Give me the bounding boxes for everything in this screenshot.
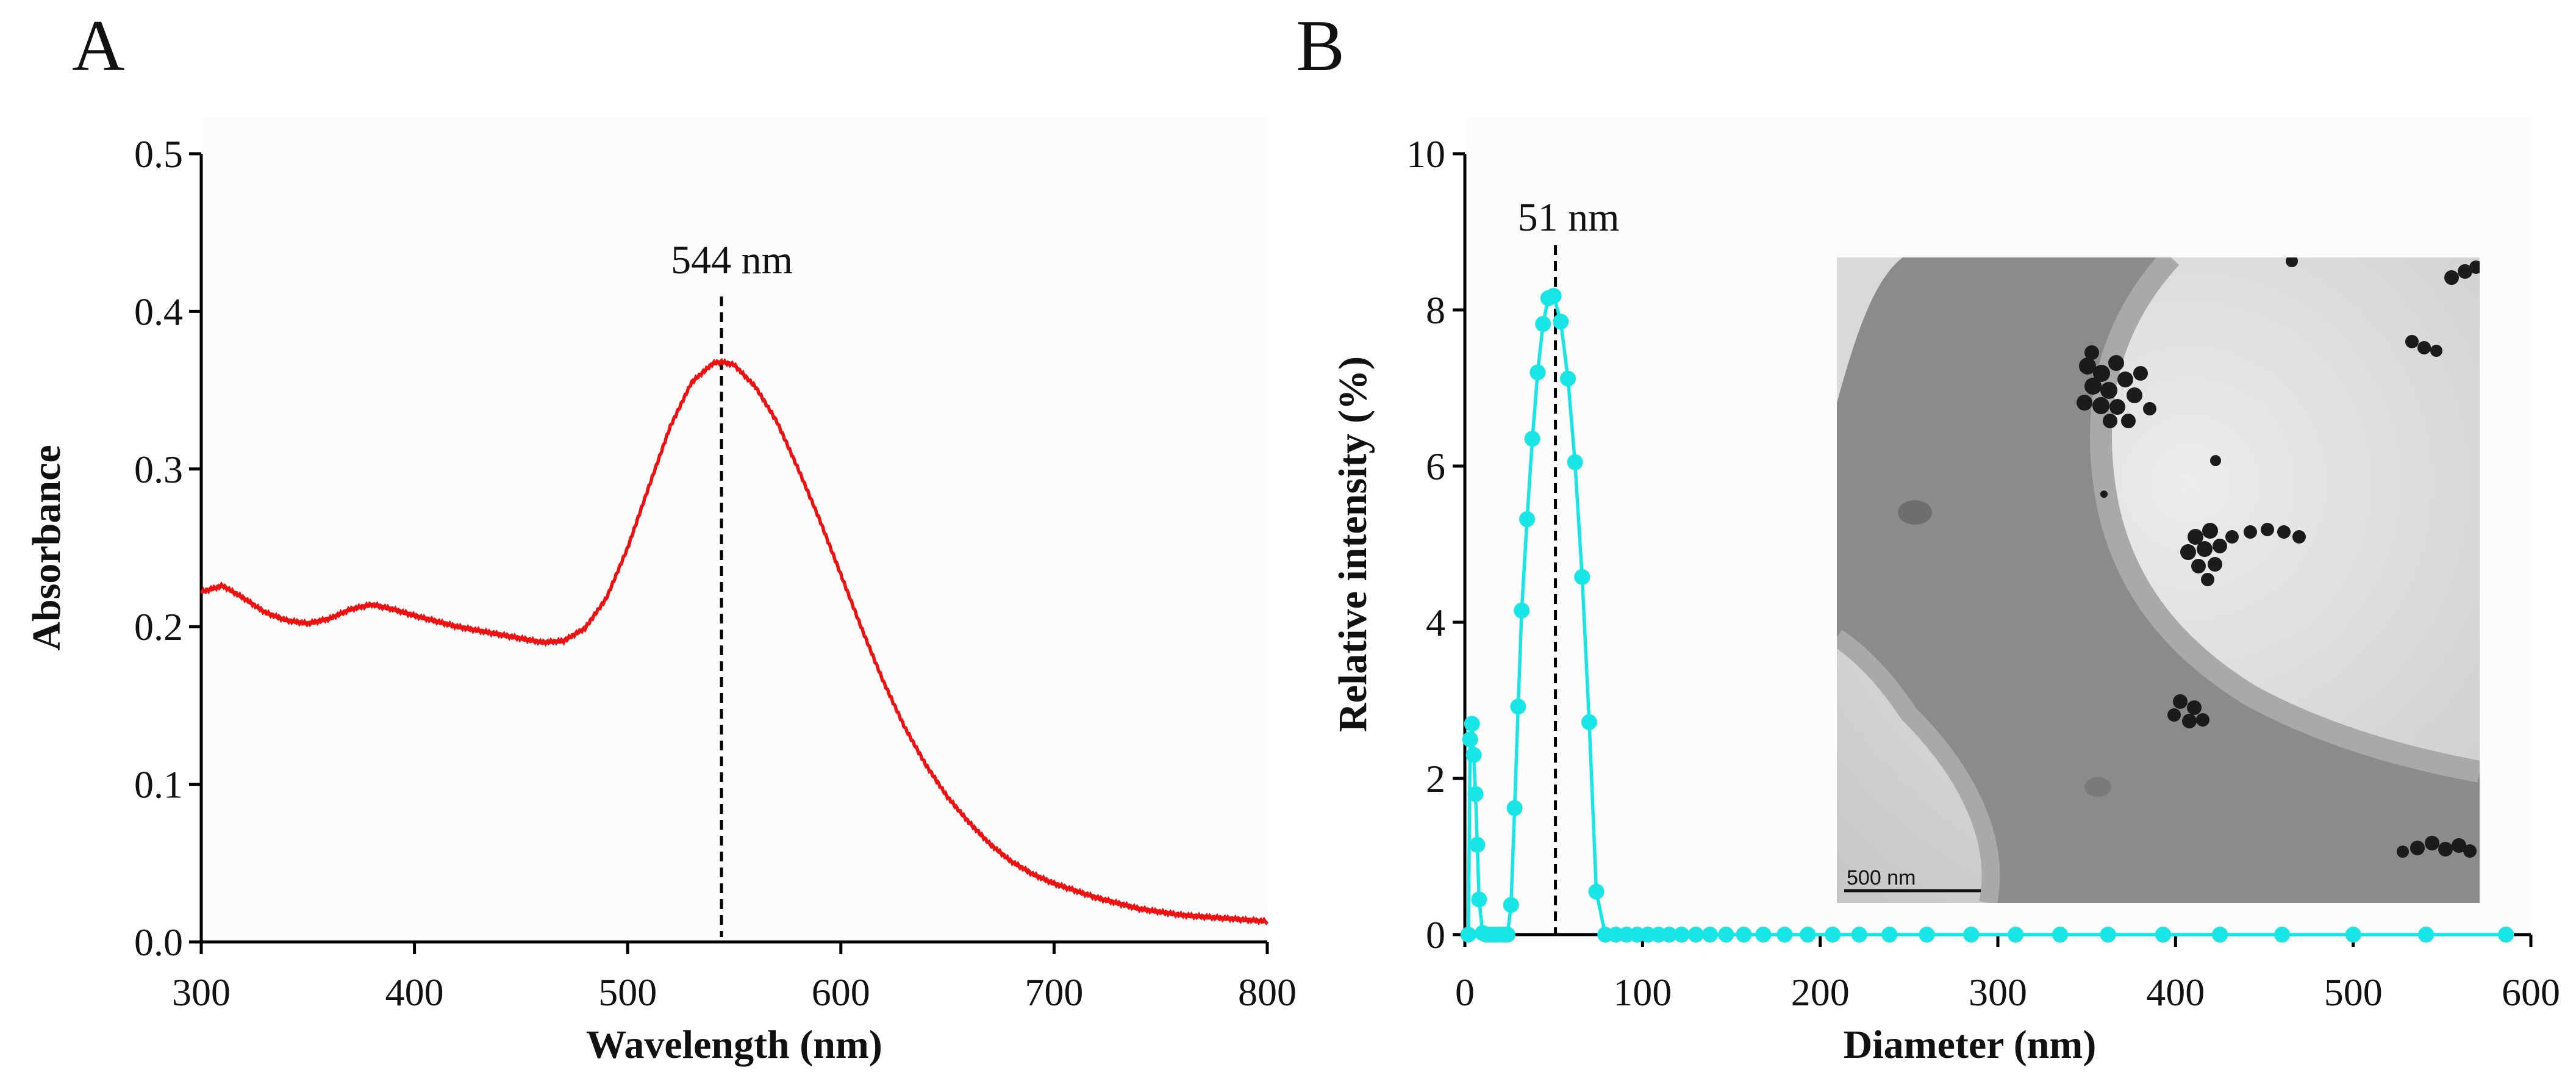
relative-intensity-point	[2155, 927, 2171, 943]
tem-scale-bar-label: 500 nm	[1847, 866, 1916, 889]
relative-intensity-point	[1469, 836, 1486, 853]
relative-intensity-point	[1467, 786, 1484, 802]
panel-b-ytick-label: 8	[1426, 289, 1445, 332]
relative-intensity-point	[1825, 927, 1841, 943]
relative-intensity-point	[2212, 927, 2228, 943]
relative-intensity-point	[2008, 927, 2024, 943]
relative-intensity-point	[1800, 927, 1816, 943]
relative-intensity-point	[1702, 927, 1718, 943]
panel-a-xtick-label: 500	[598, 971, 657, 1014]
panel-a-letter: A	[72, 5, 125, 86]
panel-b-ytick-label: 10	[1406, 132, 1445, 176]
panel-b-xtick-label: 300	[1969, 971, 2027, 1014]
panel-b-y-axis-title: Relative intensity (%)	[1331, 356, 1375, 732]
panel-a-xtick-label: 700	[1025, 971, 1083, 1014]
relative-intensity-point	[2052, 927, 2068, 943]
panel-a-y-axis-title: Absorbance	[24, 445, 69, 650]
relative-intensity-point	[1465, 747, 1482, 763]
panel-b-xtick-label: 400	[2146, 971, 2205, 1014]
panel-b-xtick-label: 100	[1613, 971, 1672, 1014]
relative-intensity-point	[1506, 800, 1523, 816]
relative-intensity-point	[1471, 891, 1487, 908]
relative-intensity-point	[1462, 731, 1478, 747]
absorbance-series-line	[200, 357, 1269, 926]
panel-a-x-axis-title: Wavelength (nm)	[586, 1022, 882, 1067]
relative-intensity-point	[1736, 927, 1752, 943]
relative-intensity-point	[1524, 431, 1540, 447]
panel-a-ytick-label: 0.1	[134, 763, 183, 806]
panel-b-xtick-label: 600	[2502, 971, 2560, 1014]
relative-intensity-point	[1510, 699, 1526, 715]
relative-intensity-point	[1673, 927, 1690, 943]
relative-intensity-point	[1519, 511, 1535, 527]
relative-intensity-point	[1919, 927, 1935, 943]
relative-intensity-point	[2418, 927, 2435, 943]
relative-intensity-point	[2498, 927, 2514, 943]
panel-a-ytick-label: 0.3	[134, 448, 183, 491]
panel-a-xtick-label: 400	[385, 971, 444, 1014]
relative-intensity-point	[1776, 927, 1793, 943]
tem-micrograph-inset: 500 nm	[1837, 257, 2480, 903]
panel-b-ytick-label: 4	[1426, 601, 1445, 644]
relative-intensity-point	[1661, 927, 1677, 943]
relative-intensity-point	[1535, 316, 1551, 332]
relative-intensity-point	[1464, 716, 1480, 732]
panel-a-ytick-label: 0.5	[134, 132, 183, 176]
relative-intensity-point	[1963, 927, 1980, 943]
panel-b-xtick-label: 0	[1455, 971, 1475, 1014]
panel-a-uv-vis-chart: A 300 400 500 600 700 800 0.0 0.1 0.2 0.…	[24, 5, 1297, 1067]
panel-b-x-axis-title: Diameter (nm)	[1844, 1022, 2097, 1067]
panel-a-ticks	[189, 152, 1269, 954]
relative-intensity-point	[1755, 927, 1772, 943]
panel-a-ytick-label: 0.2	[134, 605, 183, 648]
relative-intensity-point	[2274, 927, 2291, 943]
relative-intensity-points	[1460, 288, 2514, 943]
panel-b-ytick-label: 2	[1426, 757, 1445, 800]
relative-intensity-point	[1499, 927, 1515, 943]
relative-intensity-point	[1687, 927, 1704, 943]
relative-intensity-point	[1718, 927, 1734, 943]
panel-b-ytick-label: 6	[1426, 445, 1445, 488]
relative-intensity-point	[1567, 454, 1583, 470]
panel-b-ytick-label: 0	[1426, 913, 1445, 957]
panel-a-xtick-label: 300	[172, 971, 231, 1014]
relative-intensity-point	[1881, 927, 1898, 943]
panel-a-xtick-label: 600	[812, 971, 870, 1014]
panel-b-dls-chart: B 0 100 200 300 400 500 600 0 2 4 6 8 10…	[1296, 5, 2560, 1067]
relative-intensity-point	[1553, 314, 1569, 330]
relative-intensity-point	[2100, 927, 2116, 943]
panel-b-letter: B	[1296, 5, 1345, 86]
relative-intensity-point	[2345, 927, 2361, 943]
panel-a-xtick-label: 800	[1238, 971, 1297, 1014]
relative-intensity-point	[1851, 927, 1867, 943]
relative-intensity-point	[1560, 370, 1576, 387]
relative-intensity-point	[1574, 569, 1590, 585]
relative-intensity-point	[1530, 364, 1546, 381]
panel-b-peak-label: 51 nm	[1518, 195, 1620, 240]
panel-b-xtick-label: 200	[1791, 971, 1850, 1014]
relative-intensity-point	[1588, 883, 1605, 900]
relative-intensity-point	[1581, 714, 1597, 730]
panel-a-ytick-label: 0.4	[134, 290, 183, 333]
relative-intensity-point	[1503, 897, 1519, 913]
relative-intensity-point	[1460, 927, 1476, 943]
panel-a-ytick-label: 0.0	[134, 921, 183, 964]
relative-intensity-point	[1545, 288, 1562, 304]
panel-a-peak-label: 544 nm	[671, 238, 793, 282]
relative-intensity-point	[1514, 602, 1530, 619]
panel-a-plot-area	[201, 117, 1268, 942]
panel-b-xtick-label: 500	[2324, 971, 2383, 1014]
